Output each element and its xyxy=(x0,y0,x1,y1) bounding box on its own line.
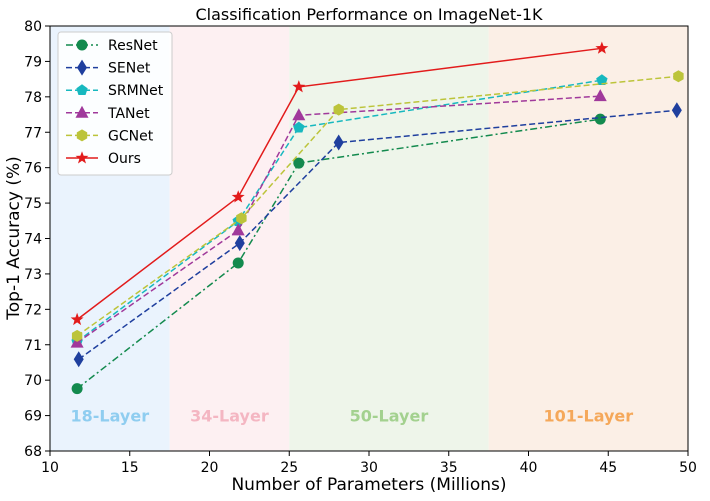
data-point-gcnet xyxy=(333,103,344,116)
legend-marker-senet xyxy=(77,59,87,76)
legend-marker-resnet xyxy=(76,39,88,51)
legend-label-senet: SENet xyxy=(108,61,151,77)
legend-label-gcnet: GCNet xyxy=(108,128,154,144)
data-point-senet xyxy=(333,134,344,151)
data-point-srmnet xyxy=(596,74,608,86)
data-point-senet xyxy=(234,235,245,252)
legend-label-ours: Ours xyxy=(108,151,141,167)
legend-entry-ours: Ours xyxy=(66,151,141,167)
data-point-resnet xyxy=(293,157,305,169)
x-tick-label: 50 xyxy=(679,460,697,476)
legend-entry-srmnet: SRMNet xyxy=(66,83,164,99)
region-band-34-layer xyxy=(169,26,290,451)
legend-label-resnet: ResNet xyxy=(108,38,158,54)
x-tick-label: 20 xyxy=(201,460,219,476)
layer-axes: 10 15 20 25 30 35 40 45 50 68 69 70 71 72 73 74 75 76 77 78… xyxy=(24,19,697,476)
data-point-gcnet xyxy=(71,329,83,342)
data-point-resnet xyxy=(232,257,244,269)
y-tick-label: 74 xyxy=(24,232,42,248)
y-tick-label: 79 xyxy=(24,54,42,70)
data-point-tanet xyxy=(292,108,306,121)
series-gcnet xyxy=(71,70,684,342)
data-point-senet xyxy=(73,351,84,368)
legend-label-tanet: TANet xyxy=(107,106,150,122)
layer-series xyxy=(70,41,684,395)
series-line-gcnet xyxy=(76,75,679,337)
x-tick-label: 40 xyxy=(520,460,538,476)
data-point-ours xyxy=(595,41,609,54)
y-tick-label: 78 xyxy=(24,90,42,106)
y-tick-label: 75 xyxy=(24,196,42,212)
legend: ResNet SENet SRMNet TANet GCNet Ours xyxy=(57,31,173,176)
y-axis-label: Top-1 Accuracy (%) xyxy=(4,156,24,320)
data-point-resnet xyxy=(71,383,83,395)
data-point-ours xyxy=(231,190,245,203)
region-band-50-layer xyxy=(289,26,489,451)
legend-label-srmnet: SRMNet xyxy=(108,83,164,99)
y-tick-label: 69 xyxy=(24,409,42,425)
y-tick-label: 80 xyxy=(24,19,42,35)
region-label-101-layer: 101-Layer xyxy=(543,407,633,426)
data-point-gcnet xyxy=(673,70,684,83)
x-tick-label: 15 xyxy=(121,460,139,476)
series-line-senet xyxy=(78,109,677,360)
region-label-18-layer: 18-Layer xyxy=(71,407,150,426)
legend-marker-tanet xyxy=(75,105,89,118)
x-tick-label: 30 xyxy=(360,460,378,476)
data-point-ours xyxy=(292,80,306,93)
series-line-tanet xyxy=(76,95,601,344)
x-tick-label: 10 xyxy=(41,460,59,476)
series-resnet xyxy=(71,113,606,395)
legend-entry-gcnet: GCNet xyxy=(66,128,154,144)
x-tick-label: 25 xyxy=(280,460,298,476)
x-tick-label: 45 xyxy=(599,460,617,476)
series-line-ours xyxy=(76,47,602,321)
y-tick-label: 73 xyxy=(24,267,42,283)
x-axis-label: Number of Parameters (Millions) xyxy=(231,475,506,495)
x-tick-label: 35 xyxy=(440,460,458,476)
y-tick-label: 71 xyxy=(24,338,42,354)
data-point-srmnet xyxy=(293,121,305,133)
y-tick-label: 77 xyxy=(24,125,42,141)
legend-entry-senet: SENet xyxy=(66,59,151,77)
legend-marker-ours xyxy=(75,151,89,164)
legend-entry-resnet: ResNet xyxy=(66,38,158,54)
data-point-ours xyxy=(70,312,84,326)
series-senet xyxy=(73,102,682,368)
data-point-tanet xyxy=(231,223,245,236)
series-ours xyxy=(70,41,609,326)
chart-title: Classification Performance on ImageNet-1… xyxy=(195,5,543,24)
data-point-senet xyxy=(671,102,682,119)
y-tick-label: 68 xyxy=(24,444,42,460)
series-line-srmnet xyxy=(76,79,602,343)
region-label-34-layer: 34-Layer xyxy=(190,407,269,426)
data-point-gcnet xyxy=(236,212,247,225)
region-band-101-layer xyxy=(488,26,688,451)
legend-entry-tanet: TANet xyxy=(66,105,150,122)
data-point-tanet xyxy=(593,89,607,102)
y-tick-label: 70 xyxy=(24,373,42,389)
legend-marker-gcnet xyxy=(76,129,88,142)
legend-marker-srmnet xyxy=(76,84,88,96)
y-tick-label: 76 xyxy=(24,161,42,177)
region-label-50-layer: 50-Layer xyxy=(350,407,429,426)
y-tick-label: 72 xyxy=(24,302,42,318)
data-point-resnet xyxy=(594,113,606,125)
